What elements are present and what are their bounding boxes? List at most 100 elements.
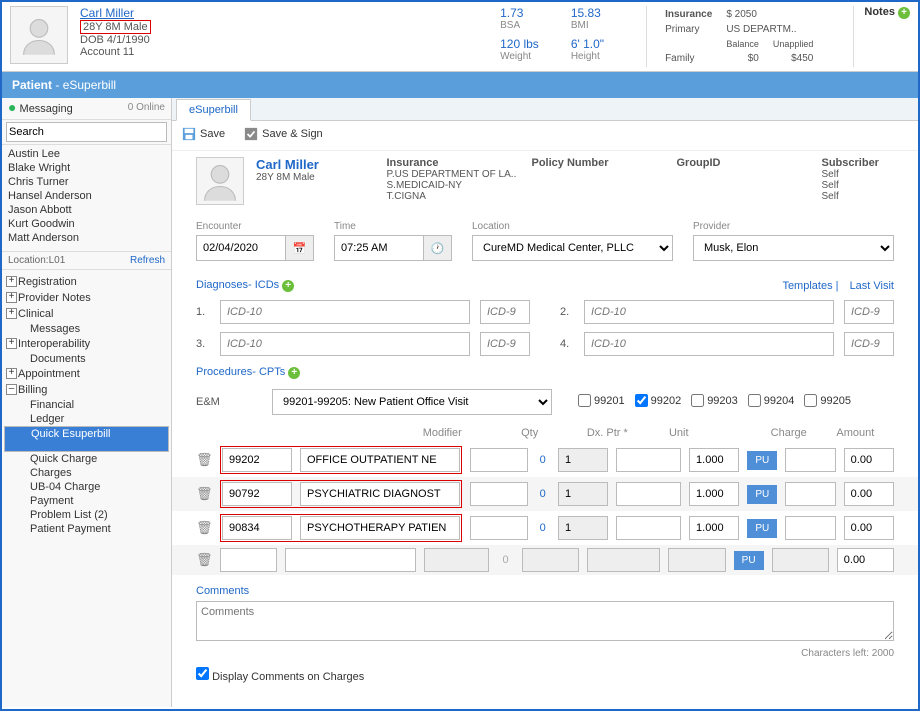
nav-provider-notes[interactable]: Provider Notes — [4, 290, 169, 306]
cpt-cell-input[interactable] — [837, 548, 894, 572]
calendar-icon[interactable]: 📅 — [286, 235, 314, 261]
nav-messages[interactable]: Messages — [4, 322, 169, 336]
delete-row-icon[interactable]: 🗑 — [196, 486, 212, 502]
nav-billing-child[interactable]: UB-04 Charge — [4, 480, 169, 494]
nav-documents[interactable]: Documents — [4, 352, 169, 366]
dx3-icd10[interactable] — [220, 332, 470, 356]
encounter-input[interactable] — [196, 235, 286, 261]
nav-appointment[interactable]: Appointment — [4, 366, 169, 382]
add-note-icon[interactable]: + — [898, 7, 910, 19]
user-item[interactable]: Jason Abbott — [8, 203, 165, 217]
cpt-cell-input[interactable] — [222, 448, 292, 472]
dx4-icd9[interactable] — [844, 332, 894, 356]
user-item[interactable]: Chris Turner — [8, 175, 165, 189]
nav-interoperability[interactable]: Interoperability — [4, 336, 169, 352]
dx2-icd9[interactable] — [844, 300, 894, 324]
em-checkbox[interactable] — [804, 394, 817, 407]
add-diagnosis-icon[interactable]: + — [282, 280, 294, 292]
qty-zero[interactable]: 0 — [536, 522, 550, 534]
qty-zero[interactable]: 0 — [536, 488, 550, 500]
pu-button[interactable]: PU — [747, 519, 777, 538]
nav-billing-child[interactable]: Financial — [4, 398, 169, 412]
nav-billing-child[interactable]: Patient Payment — [4, 522, 169, 536]
cpt-cell-input[interactable] — [285, 548, 416, 572]
nav-billing-child[interactable]: Quick Charge — [4, 452, 169, 466]
nav-billing[interactable]: Billing — [4, 382, 169, 398]
save-button[interactable]: Save — [182, 127, 225, 141]
em-option[interactable]: 99202 — [635, 394, 682, 407]
cpt-cell-input[interactable] — [785, 516, 835, 540]
cpt-cell-input[interactable] — [616, 482, 681, 506]
delete-row-icon[interactable]: 🗑 — [196, 452, 212, 468]
patient-name-link[interactable]: Carl Miller — [80, 6, 134, 20]
last-visit-link[interactable]: Last Visit — [850, 280, 894, 292]
dx1-icd10[interactable] — [220, 300, 470, 324]
cpt-cell-input[interactable] — [689, 482, 739, 506]
em-checkbox[interactable] — [578, 394, 591, 407]
cpt-cell-input[interactable] — [785, 482, 835, 506]
delete-row-icon[interactable]: 🗑 — [196, 520, 212, 536]
tab-esuperbill[interactable]: eSuperbill — [176, 99, 251, 121]
online-count: 0 Online — [128, 102, 165, 115]
qty-zero[interactable]: 0 — [536, 454, 550, 466]
delete-row-icon[interactable]: 🗑 — [196, 552, 212, 568]
templates-link[interactable]: Templates — [782, 280, 832, 292]
display-comments-checkbox[interactable] — [196, 667, 209, 680]
cpt-row: 🗑 0 PU — [172, 443, 918, 477]
pu-button[interactable]: PU — [747, 485, 777, 504]
refresh-link[interactable]: Refresh — [130, 255, 165, 266]
user-item[interactable]: Hansel Anderson — [8, 189, 165, 203]
location-select[interactable]: CureMD Medical Center, PLLC — [472, 235, 673, 261]
dx4-icd10[interactable] — [584, 332, 834, 356]
em-option[interactable]: 99205 — [804, 394, 851, 407]
nav-billing-child[interactable]: Quick Esuperbill — [4, 426, 169, 452]
cpt-cell-input[interactable] — [300, 448, 460, 472]
cpt-cell-input[interactable] — [785, 448, 835, 472]
dx1-icd9[interactable] — [480, 300, 530, 324]
em-checkbox[interactable] — [691, 394, 704, 407]
em-option[interactable]: 99204 — [748, 394, 795, 407]
user-item[interactable]: Matt Anderson — [8, 231, 165, 245]
nav-registration[interactable]: Registration — [4, 274, 169, 290]
user-item[interactable]: Blake Wright — [8, 161, 165, 175]
cpt-cell-input[interactable] — [616, 448, 681, 472]
cpt-cell-input[interactable] — [689, 516, 739, 540]
search-input[interactable] — [6, 122, 167, 142]
nav-clinical[interactable]: Clinical — [4, 306, 169, 322]
cpt-cell-input[interactable] — [689, 448, 739, 472]
em-select[interactable]: 99201-99205: New Patient Office Visit — [272, 389, 552, 415]
em-checkbox[interactable] — [748, 394, 761, 407]
nav-billing-child[interactable]: Ledger — [4, 412, 169, 426]
messaging-bar[interactable]: ● Messaging 0 Online — [2, 98, 171, 120]
cpt-cell-input[interactable] — [616, 516, 681, 540]
dx2-icd10[interactable] — [584, 300, 834, 324]
time-input[interactable] — [334, 235, 424, 261]
cpt-cell-input[interactable] — [220, 548, 277, 572]
dx3-icd9[interactable] — [480, 332, 530, 356]
cpt-cell-input[interactable] — [222, 516, 292, 540]
cpt-cell-input[interactable] — [470, 448, 528, 472]
save-sign-button[interactable]: Save & Sign — [244, 127, 323, 141]
comments-input[interactable] — [196, 601, 894, 641]
cpt-cell-input[interactable] — [844, 482, 894, 506]
provider-select[interactable]: Musk, Elon — [693, 235, 894, 261]
cpt-cell-input[interactable] — [844, 448, 894, 472]
cpt-cell-input[interactable] — [470, 482, 528, 506]
user-item[interactable]: Austin Lee — [8, 147, 165, 161]
pu-button[interactable]: PU — [734, 551, 764, 570]
add-procedure-icon[interactable]: + — [288, 367, 300, 379]
clock-icon[interactable]: 🕐 — [424, 235, 452, 261]
cpt-cell-input[interactable] — [844, 516, 894, 540]
nav-billing-child[interactable]: Problem List (2) — [4, 508, 169, 522]
cpt-cell-input[interactable] — [222, 482, 292, 506]
em-checkbox[interactable] — [635, 394, 648, 407]
cpt-cell-input[interactable] — [300, 516, 460, 540]
cpt-cell-input[interactable] — [470, 516, 528, 540]
nav-billing-child[interactable]: Payment — [4, 494, 169, 508]
cpt-cell-input[interactable] — [300, 482, 460, 506]
user-item[interactable]: Kurt Goodwin — [8, 217, 165, 231]
em-option[interactable]: 99203 — [691, 394, 738, 407]
nav-billing-child[interactable]: Charges — [4, 466, 169, 480]
pu-button[interactable]: PU — [747, 451, 777, 470]
em-option[interactable]: 99201 — [578, 394, 625, 407]
